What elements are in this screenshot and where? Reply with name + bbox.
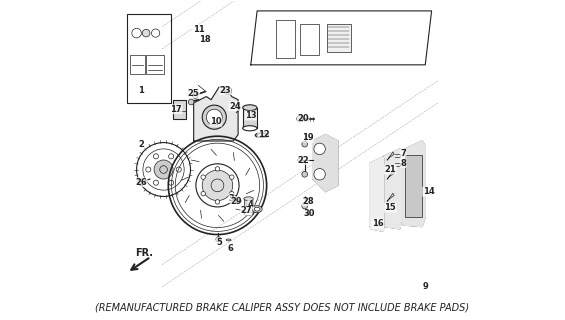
Bar [276, 20, 295, 59]
Bar [327, 24, 351, 52]
Text: 29: 29 [231, 197, 242, 206]
Bar [405, 155, 422, 217]
Bar [131, 55, 145, 74]
Text: 25: 25 [188, 89, 199, 98]
Ellipse shape [230, 195, 237, 198]
Text: 16: 16 [372, 219, 384, 228]
Text: 8: 8 [400, 159, 406, 168]
Circle shape [216, 237, 221, 242]
Text: 13: 13 [245, 111, 257, 120]
Ellipse shape [297, 158, 302, 162]
Circle shape [188, 99, 194, 105]
Circle shape [302, 172, 307, 177]
Text: 9: 9 [423, 282, 428, 292]
Text: 21: 21 [384, 165, 396, 174]
Circle shape [202, 170, 233, 201]
Bar [243, 108, 257, 128]
Bar [300, 24, 319, 55]
Text: 11: 11 [193, 25, 205, 35]
Ellipse shape [244, 212, 253, 215]
Polygon shape [194, 87, 238, 141]
Ellipse shape [226, 239, 231, 241]
Text: 2: 2 [138, 140, 144, 148]
Circle shape [201, 191, 206, 196]
Circle shape [138, 179, 145, 185]
Circle shape [314, 169, 325, 180]
Text: 23: 23 [220, 86, 231, 95]
Circle shape [202, 105, 227, 129]
Ellipse shape [243, 105, 257, 110]
Circle shape [154, 160, 173, 179]
Circle shape [215, 167, 220, 171]
Circle shape [314, 143, 325, 155]
Ellipse shape [234, 200, 242, 203]
Circle shape [142, 29, 150, 37]
Text: 5: 5 [216, 238, 222, 247]
Ellipse shape [254, 207, 260, 211]
Polygon shape [383, 149, 402, 229]
Text: 30: 30 [304, 209, 315, 219]
Text: 1: 1 [138, 86, 144, 95]
Polygon shape [312, 135, 338, 192]
Ellipse shape [243, 126, 257, 131]
Text: 22: 22 [297, 156, 309, 164]
Circle shape [224, 87, 232, 95]
Circle shape [206, 109, 222, 125]
Polygon shape [402, 141, 425, 227]
Circle shape [229, 175, 234, 179]
Text: 4: 4 [248, 200, 254, 209]
Ellipse shape [252, 206, 262, 213]
Text: 7: 7 [400, 149, 406, 158]
Text: 27: 27 [240, 206, 252, 215]
Text: (REMANUFACTURED BRAKE CALIPER ASSY DOES NOT INCLUDE BRAKE PADS): (REMANUFACTURED BRAKE CALIPER ASSY DOES … [95, 302, 470, 313]
Text: 26: 26 [136, 178, 147, 187]
Circle shape [302, 203, 307, 209]
Text: 6: 6 [227, 244, 233, 253]
Text: 3: 3 [229, 194, 234, 203]
Circle shape [193, 93, 198, 99]
Ellipse shape [244, 197, 253, 201]
Text: 10: 10 [210, 117, 221, 126]
Text: 20: 20 [297, 114, 309, 123]
Bar [146, 55, 163, 74]
Text: 28: 28 [302, 197, 314, 206]
Bar [173, 100, 186, 119]
Circle shape [302, 141, 307, 147]
Circle shape [229, 191, 234, 196]
Text: 12: 12 [258, 130, 270, 139]
Ellipse shape [257, 134, 267, 137]
Ellipse shape [255, 133, 268, 138]
Bar [244, 199, 253, 214]
Bar [127, 14, 171, 103]
Circle shape [297, 116, 303, 122]
Ellipse shape [306, 213, 313, 215]
Text: 17: 17 [171, 105, 182, 114]
Text: 14: 14 [423, 187, 434, 196]
Text: 19: 19 [302, 133, 314, 142]
Polygon shape [370, 157, 384, 231]
Circle shape [201, 175, 206, 179]
Text: 24: 24 [229, 101, 241, 111]
Circle shape [215, 200, 220, 204]
Text: FR.: FR. [136, 248, 154, 258]
Text: 15: 15 [384, 203, 396, 212]
Text: 18: 18 [199, 35, 211, 44]
